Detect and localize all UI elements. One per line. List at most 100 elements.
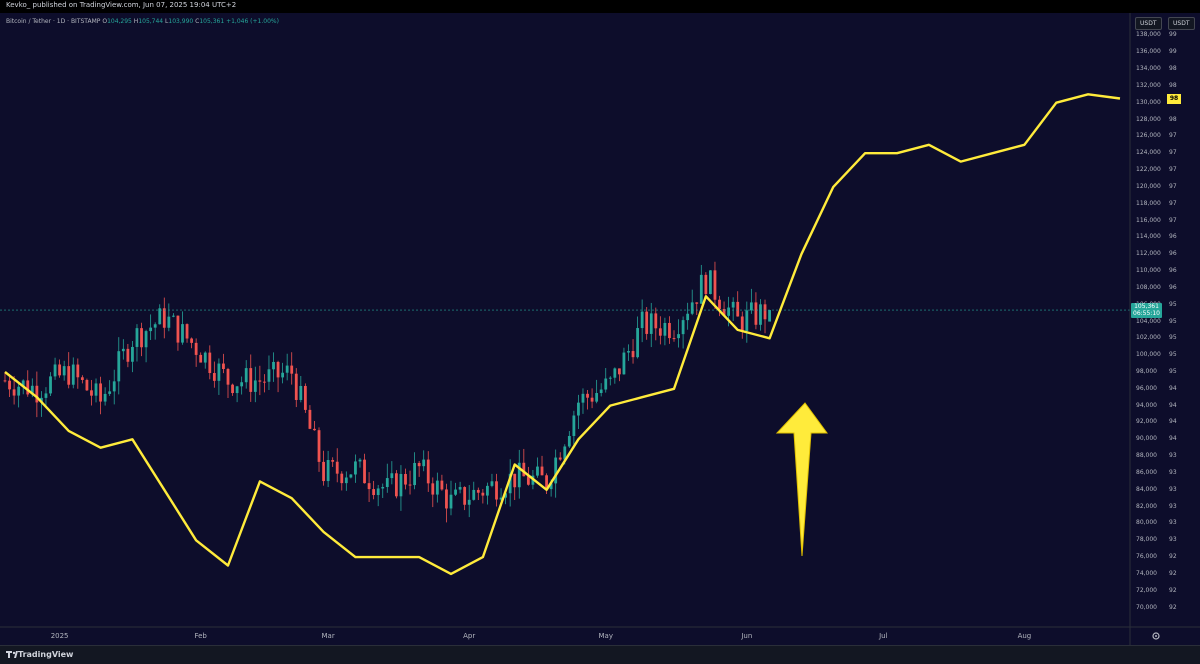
candle-body [486,485,489,496]
candle-body [590,397,594,402]
candle-body [85,379,89,391]
price-chart[interactable] [0,13,1200,645]
candle-body [349,474,353,478]
candle-body [208,352,212,374]
candle-body [677,334,680,339]
candle-body [344,477,348,484]
secondary-axis-tick: 94 [1169,435,1177,443]
candle-body [513,473,517,488]
candle-body [385,478,389,488]
candle-body [367,483,371,490]
candle-body [326,460,330,482]
current-price: 105,361 [1134,303,1159,311]
candle-body [658,328,662,336]
candle-body [572,415,576,437]
time-axis-tick: Aug [1017,632,1032,640]
candle-body [426,459,430,484]
secondary-axis-tick: 93 [1169,452,1177,460]
price-axis-tick: 100,000 [1136,351,1161,359]
candle-body [317,430,321,462]
secondary-axis-tick: 98 [1169,115,1177,123]
gear-icon[interactable] [1151,631,1161,641]
candle-body [263,381,266,383]
overlay-series-line [4,93,1121,576]
time-axis-tick: Jun [741,632,753,640]
candle-body [381,487,385,489]
price-axis-tick: 76,000 [1136,553,1157,561]
candle-body [117,351,121,382]
price-axis-tick: 74,000 [1136,569,1157,577]
candle-body [358,459,362,462]
candle-body [545,475,548,490]
candle-body [313,428,316,431]
price-axis-tick: 122,000 [1136,166,1161,174]
time-axis-tick: Jul [879,632,888,640]
candle-body [372,489,376,496]
candle-body [404,473,407,485]
secondary-axis-tick: 97 [1169,132,1177,140]
price-axis-tick: 136,000 [1136,48,1161,56]
secondary-axis-tick: 97 [1169,166,1177,174]
chart-frame[interactable]: Bitcoin / Tether · 1D · BITSTAMP O104,29… [0,13,1200,645]
close-label: C [195,18,200,25]
candle-body [258,380,262,382]
candle-body [244,368,248,383]
secondary-axis-tick: 92 [1169,586,1177,594]
candle-body [62,366,66,376]
price-axis-tick: 104,000 [1136,317,1161,325]
candle-body [17,386,21,396]
currency-left-button[interactable]: USDT [1135,17,1162,30]
yellow-arrow-icon [775,402,828,557]
secondary-axis-tick: 96 [1169,250,1177,258]
symbol-legend: Bitcoin / Tether · 1D · BITSTAMP O104,29… [6,18,279,25]
candle-body [649,313,653,334]
time-axis-tick: Feb [194,632,207,640]
candle-body [622,352,626,375]
candle-body [704,274,708,295]
close-value: 105,361 [199,18,225,25]
secondary-axis-tick: 96 [1169,283,1177,291]
candle-body [604,378,608,390]
candle-body [376,488,380,496]
candle-body [53,364,57,377]
candle-body [495,481,498,500]
candle-body [668,322,671,339]
secondary-axis-tick: 95 [1169,300,1177,308]
candle-body [112,381,116,392]
secondary-axis-tick: 99 [1169,31,1177,39]
time-axis-tick: Mar [321,632,335,640]
candle-body [335,461,339,474]
candle-body [745,310,749,332]
open-value: 104,295 [107,18,132,25]
currency-right-button[interactable]: USDT [1168,17,1195,30]
candle-body [517,462,521,488]
candle-body [21,380,25,387]
secondary-axis-tick: 93 [1169,502,1177,510]
candle-body [35,385,39,403]
candle-body [249,368,253,392]
candle-body [554,457,558,484]
price-axis-tick: 132,000 [1136,81,1161,89]
price-axis-tick: 130,000 [1136,98,1161,106]
price-axis-tick: 124,000 [1136,149,1161,157]
candle-body [121,348,125,352]
price-axis-tick: 138,000 [1136,31,1161,39]
current-price-tag: 105,361 06:55:10 [1131,303,1162,319]
candle-body [40,397,43,403]
candle-body [595,393,599,402]
candle-body [472,489,476,500]
candle-body [567,436,571,447]
secondary-axis-tick: 98 [1169,81,1177,89]
candle-body [526,476,530,485]
candle-body [467,499,471,505]
tradingview-logo-icon[interactable] [6,650,28,660]
price-axis-tick: 116,000 [1136,216,1161,224]
candle-body [67,366,71,385]
price-axis-tick: 110,000 [1136,267,1161,274]
candle-body [636,328,639,358]
candle-body [540,466,544,476]
candle-body [176,315,180,343]
candle-body [417,462,421,467]
candle-body [476,489,480,493]
secondary-axis-tick: 94 [1169,401,1177,409]
